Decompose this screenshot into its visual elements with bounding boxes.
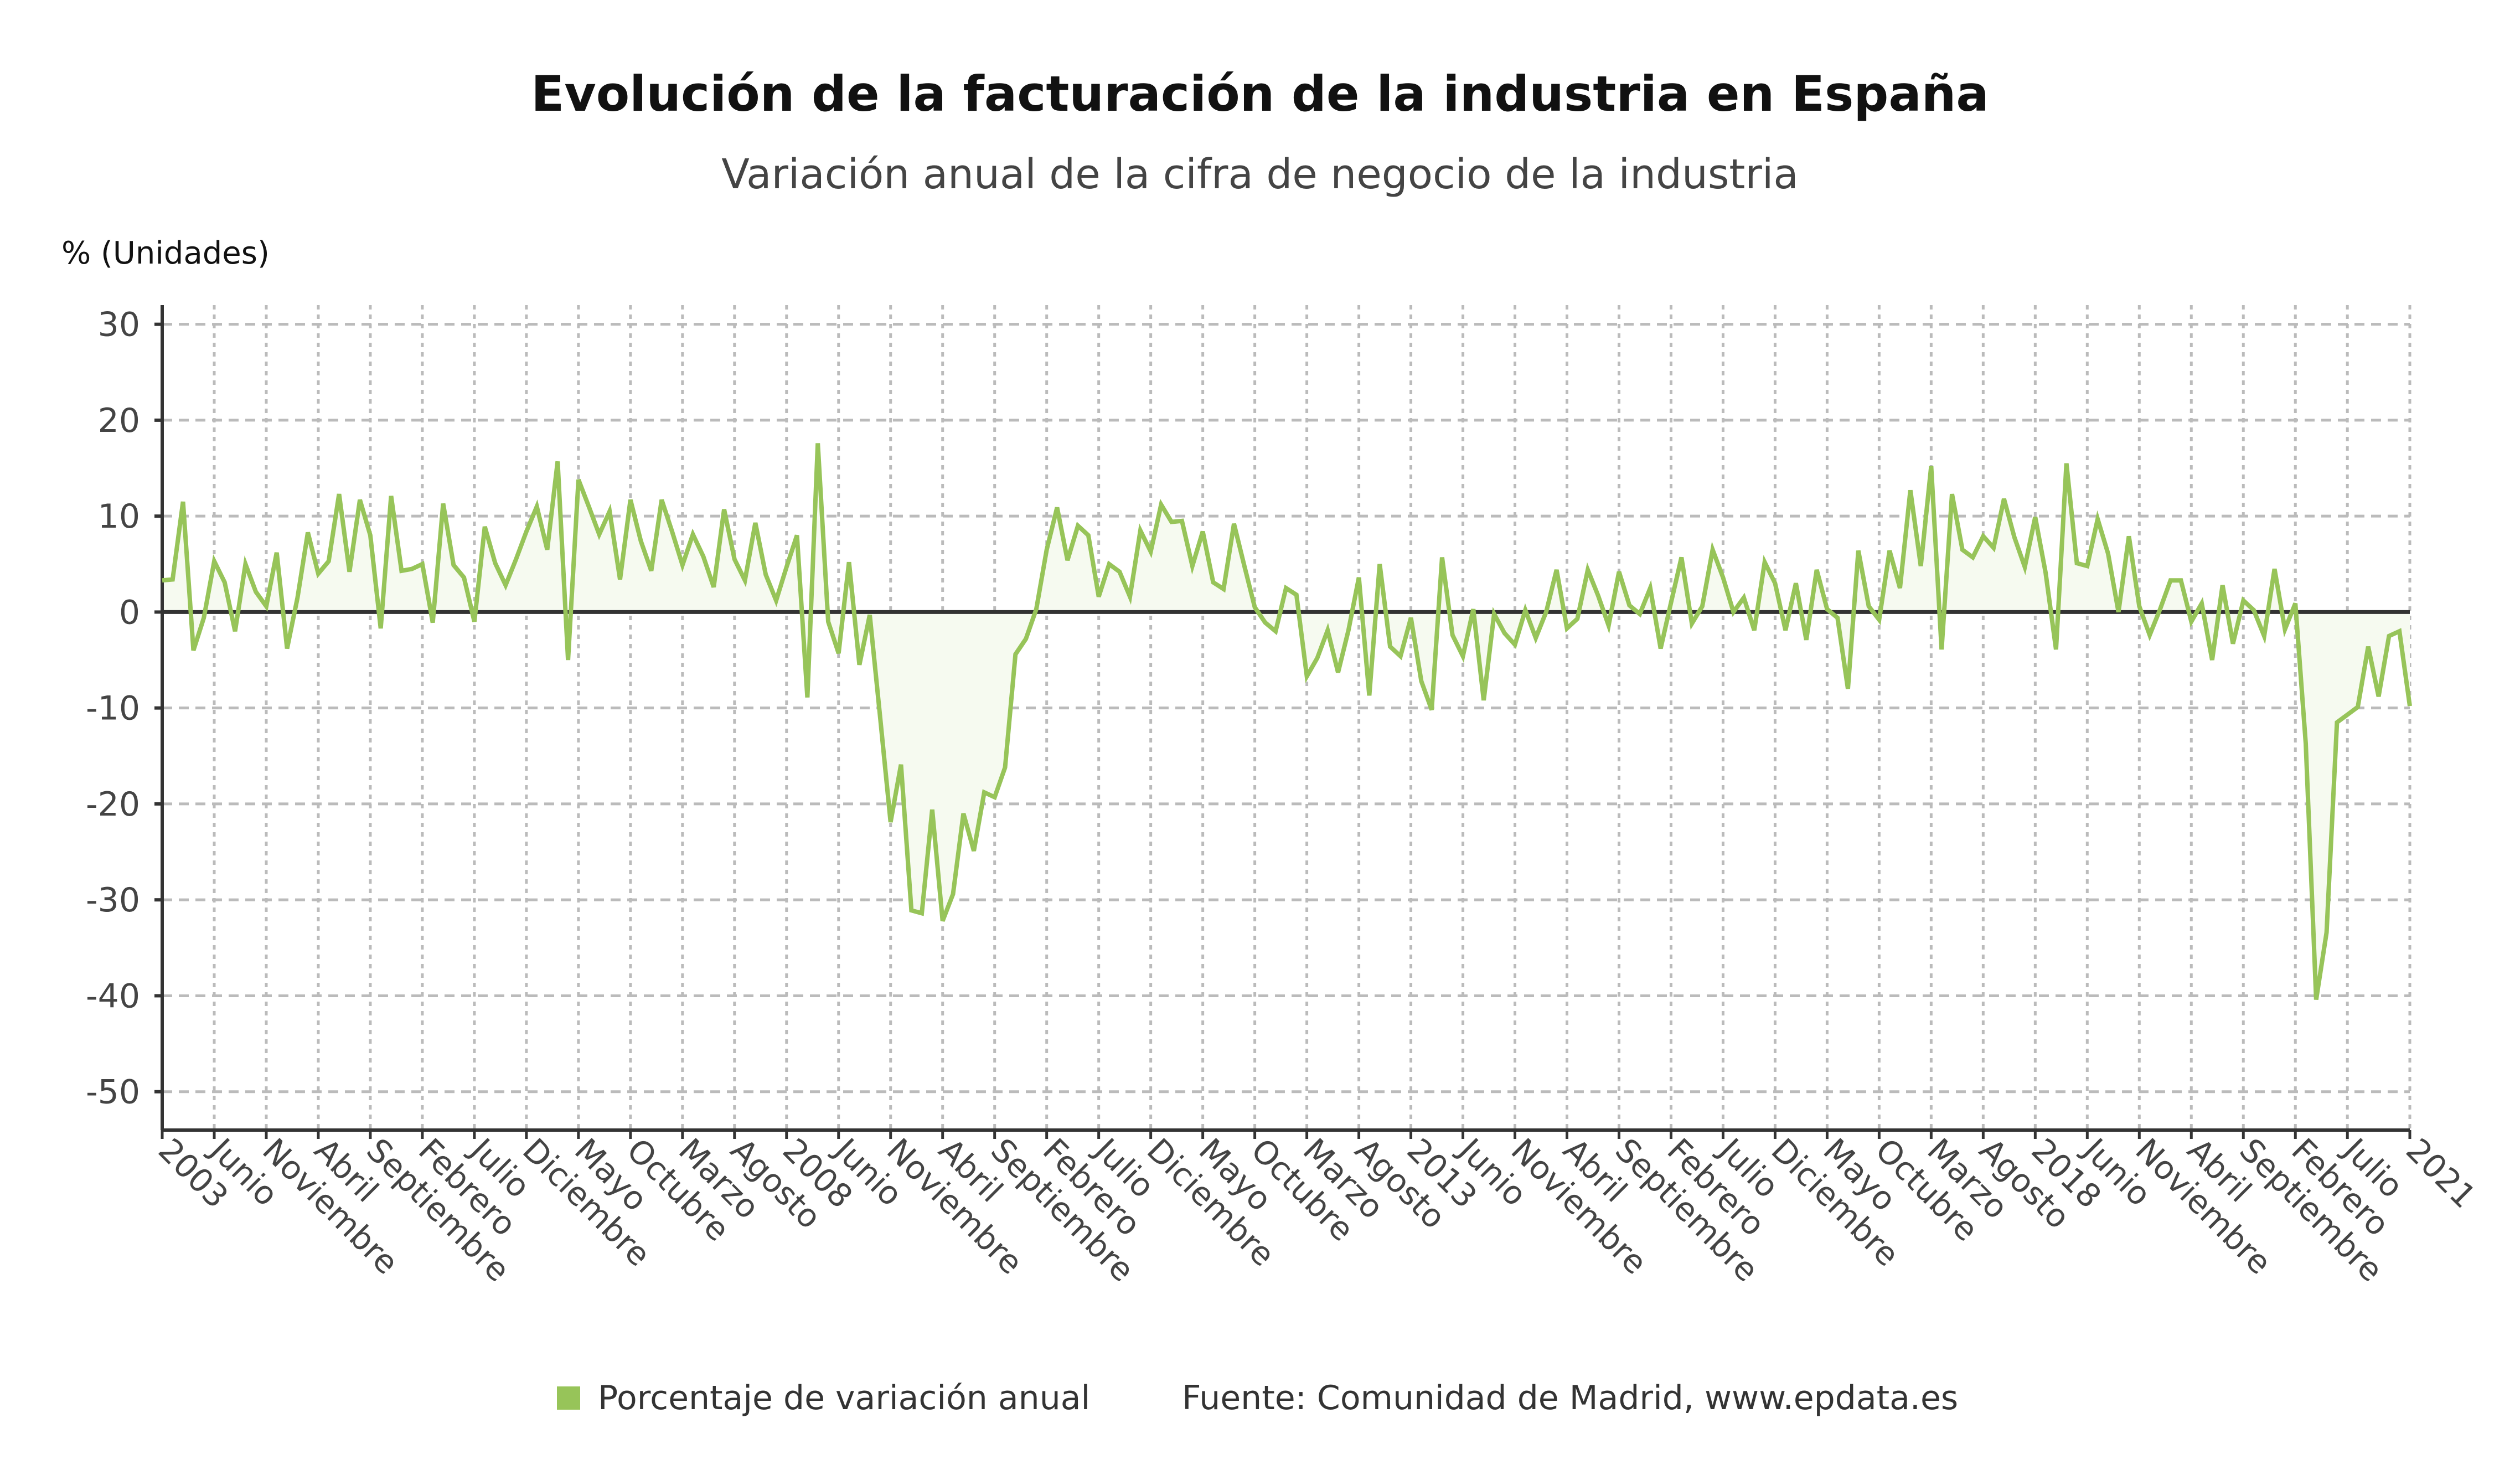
x-tick-label: 2021 xyxy=(2399,1131,2483,1215)
series-area xyxy=(162,443,2410,1000)
y-tick-labels: 30 20 10 0 -10 -20 -30 -40 -50 xyxy=(86,306,140,1112)
y-tick-label: 0 xyxy=(119,593,140,632)
axes xyxy=(154,305,2411,1139)
legend: Porcentaje de variación anual xyxy=(557,1379,1090,1417)
area-fill-layer xyxy=(162,443,2410,1000)
legend-label: Porcentaje de variación anual xyxy=(598,1379,1091,1417)
y-tick-label: 20 xyxy=(98,401,140,440)
y-tick-label: 30 xyxy=(98,306,140,344)
chart-title: Evolución de la facturación de la indust… xyxy=(531,65,1989,122)
chart-subtitle: Variación anual de la cifra de negocio d… xyxy=(721,151,1799,198)
y-tick-label: -30 xyxy=(86,881,140,920)
gridlines xyxy=(161,305,2411,1130)
x-tick-labels: 2003JunioNoviembreAbrilSeptiembreFebrero… xyxy=(151,1130,2483,1289)
legend-swatch xyxy=(557,1386,580,1410)
y-tick-label: 10 xyxy=(98,497,140,536)
y-tick-label: -40 xyxy=(86,977,140,1015)
y-tick-label: -10 xyxy=(86,689,140,728)
y-tick-label: -50 xyxy=(86,1073,140,1112)
y-axis-label: % (Unidades) xyxy=(61,235,270,271)
series-line xyxy=(162,443,2412,1001)
y-tick-label: -20 xyxy=(86,785,140,824)
series-layer xyxy=(162,443,2412,1001)
source-note: Fuente: Comunidad de Madrid, www.epdata.… xyxy=(1182,1379,1959,1417)
